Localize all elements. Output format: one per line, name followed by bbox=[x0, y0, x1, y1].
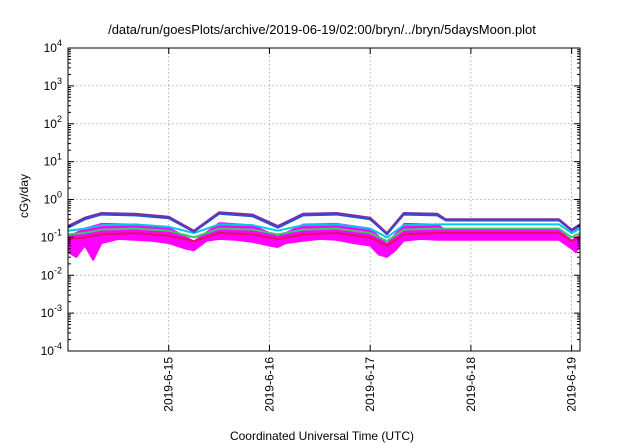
x-tick-label: 2019-6-19 bbox=[565, 357, 579, 412]
x-tick-label: 2019-6-18 bbox=[464, 357, 478, 412]
series-group bbox=[68, 211, 580, 261]
x-tick-label: 2019-6-15 bbox=[162, 357, 176, 412]
y-tick-label: 103 bbox=[44, 76, 62, 93]
series-line bbox=[68, 227, 580, 243]
y-tick-label: 101 bbox=[44, 152, 62, 169]
series-line bbox=[68, 223, 580, 239]
y-tick-label: 10-2 bbox=[41, 265, 62, 282]
grid-lines bbox=[68, 48, 580, 351]
x-tick-label: 2019-6-17 bbox=[363, 357, 377, 412]
series-line bbox=[68, 211, 580, 235]
y-tick-label: 10-3 bbox=[41, 303, 62, 320]
x-axis-ticks: 2019-6-15 2019-6-16 2019-6-17 2019-6-18 2019… bbox=[162, 48, 579, 412]
y-tick-label: 102 bbox=[44, 114, 62, 131]
y-tick-label: 10-4 bbox=[41, 341, 62, 358]
series-line bbox=[68, 232, 580, 247]
series-line bbox=[68, 212, 580, 236]
series-line bbox=[68, 238, 580, 261]
plot-series bbox=[68, 211, 580, 261]
y-tick-label: 104 bbox=[44, 38, 62, 55]
y-axis-label: cGy/day bbox=[17, 174, 31, 218]
y-tick-label: 100 bbox=[44, 190, 62, 207]
y-tick-label: 10-1 bbox=[41, 227, 62, 244]
x-axis-label: Coordinated Universal Time (UTC) bbox=[230, 429, 414, 443]
series-fill-band bbox=[68, 222, 580, 261]
y-axis-ticks: 10-4 10-3 10-2 10-1 100 101 102 103 104 bbox=[41, 38, 580, 358]
chart-title: /data/run/goesPlots/archive/2019-06-19/0… bbox=[108, 22, 536, 37]
x-tick-label: 2019-6-16 bbox=[262, 357, 276, 412]
